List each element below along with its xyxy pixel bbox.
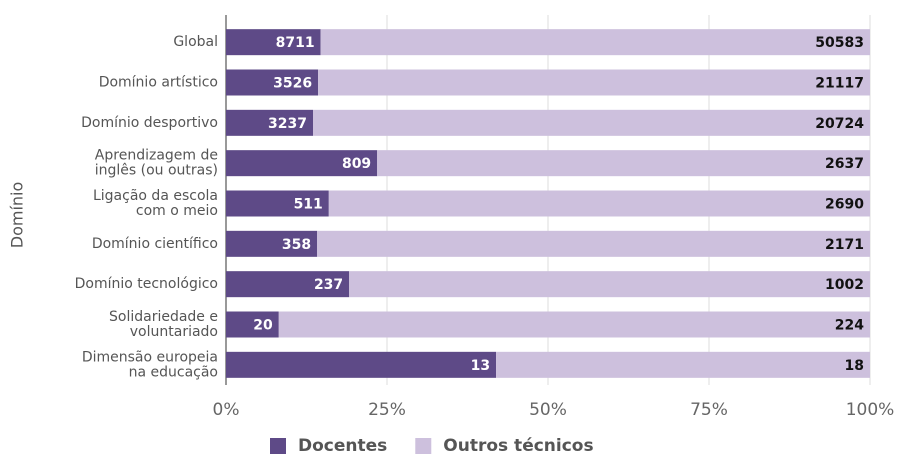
legend-label: Docentes [298,436,387,456]
data-label: 2171 [825,237,864,253]
data-label: 13 [471,358,490,374]
bar-segment [377,150,870,177]
y-tick-label: Domínio tecnológico [75,276,218,292]
bar-segment [320,29,870,56]
bar-segment [226,29,321,56]
x-tick-label: 0% [213,400,240,420]
bar-segment [328,190,870,217]
bar-segment [226,150,378,177]
data-label: 511 [294,197,323,213]
bar-segment [226,109,314,136]
bar-segment [496,351,870,378]
x-tick-label: 50% [529,400,567,420]
data-label: 2690 [825,197,864,213]
x-tick-label: 75% [690,400,728,420]
data-label: 20 [253,318,273,334]
bar-segment [226,230,318,257]
y-tick-label: Aprendizagem de inglês (ou outras) [95,148,218,179]
bar-segment [317,230,870,257]
bar-segment [318,69,870,96]
data-label: 50583 [815,35,864,51]
x-tick-label: 100% [846,400,895,420]
data-label: 809 [342,156,371,172]
bar-segment [226,351,497,378]
data-label: 18 [845,358,864,374]
y-tick-label: Ligação da escola com o meio [93,188,218,219]
y-tick-label: Domínio científico [92,236,218,252]
bar-segment [226,271,350,298]
y-tick-label: Domínio desportivo [81,115,218,131]
bar-segment [278,311,871,338]
y-tick-label: Solidariedade e voluntariado [109,309,218,340]
bar-segment [226,69,319,96]
data-label: 224 [835,318,864,334]
bar-segment [226,190,329,217]
data-label: 358 [282,237,311,253]
bar-segment [313,109,871,136]
y-tick-label: Dimensão europeia na educação [82,349,218,380]
data-label: 3237 [268,116,307,132]
data-label: 21117 [815,76,864,92]
bar-segment [349,271,871,298]
data-label: 1002 [825,277,864,293]
data-label: 2637 [825,156,864,172]
bar-segment [226,311,279,338]
data-label: 8711 [276,35,315,51]
legend-swatch [270,438,286,454]
y-tick-label: Global [173,34,218,50]
x-tick-label: 25% [368,400,406,420]
legend-label: Outros técnicos [443,436,593,456]
y-tick-label: Domínio artístico [99,75,218,91]
y-axis-title: Domínio [8,182,27,249]
legend-swatch [415,438,432,454]
data-label: 20724 [815,116,864,132]
data-label: 3526 [273,76,312,92]
data-label: 237 [314,277,343,293]
